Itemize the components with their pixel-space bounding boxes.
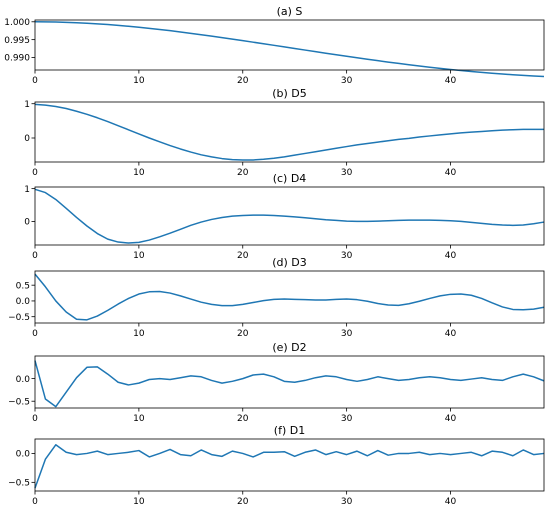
panel-5-xtick-label: 0 — [32, 414, 38, 424]
panel-3-xtick-label: 30 — [341, 251, 353, 261]
panel-1-xtick-label: 10 — [133, 76, 145, 86]
panel-2-title: (b) D5 — [272, 87, 307, 100]
panel-1-xtick-label: 0 — [32, 76, 38, 86]
panel-3-ytick-label: 0 — [24, 218, 30, 228]
panel-6-ytick-label: −0.5 — [8, 479, 30, 489]
panel-4-title: (d) D3 — [272, 256, 307, 269]
panel-6-xtick-label: 0 — [32, 497, 38, 507]
panel-1-xtick-label: 20 — [237, 76, 249, 86]
panel-2-ytick-label: 1 — [24, 100, 30, 110]
panel-2-series-line — [34, 103, 544, 161]
panel-2-xtick-label: 0 — [32, 168, 38, 178]
panel-3-xtick-label: 10 — [133, 251, 145, 261]
panel-1-ytick-label: 0.995 — [4, 36, 30, 46]
panel-6-xtick-label: 40 — [445, 497, 457, 507]
panel-6-xtick-label: 20 — [237, 497, 249, 507]
panel-5-ytick-label: 0.0 — [16, 375, 31, 385]
panel-4-xtick-label: 10 — [133, 329, 145, 339]
panel-1-ytick-label: 1.000 — [4, 18, 30, 28]
panel-3-xtick-label: 0 — [32, 251, 38, 261]
panel-1-title: (a) S — [277, 5, 303, 18]
panel-4-xtick-label: 20 — [237, 329, 249, 339]
panel-2-xtick-label: 40 — [445, 168, 457, 178]
panel-5-ytick-label: −0.5 — [8, 397, 30, 407]
panel-1-series-line — [34, 21, 545, 78]
panel-3-ytick-label: 1 — [24, 185, 30, 195]
panel-5-title: (e) D2 — [272, 341, 306, 354]
panel-1-xtick-label: 30 — [341, 76, 353, 86]
panel-5-series-line — [34, 360, 545, 408]
panel-1-xtick-label: 40 — [445, 76, 457, 86]
panel-5-xtick-label: 40 — [445, 414, 457, 424]
panel-4-series-line — [34, 273, 545, 321]
panel-4-ytick-label: 0.5 — [16, 281, 30, 291]
panel-4-ytick-label: 0.0 — [16, 297, 31, 307]
panel-3-xtick-label: 20 — [237, 251, 249, 261]
panel-6-axes-frame — [34, 438, 545, 492]
panel-3-series-line — [34, 188, 545, 244]
panel-1-ytick-label: 0.990 — [4, 54, 30, 64]
panel-6-ytick-label: 0.0 — [16, 450, 31, 460]
panel-6-xtick-label: 30 — [341, 497, 353, 507]
panel-4-xtick-label: 0 — [32, 329, 38, 339]
panel-4-ytick-label: −0.5 — [8, 313, 30, 323]
panel-6-series-line — [34, 444, 545, 489]
panel-2-xtick-label: 20 — [237, 168, 249, 178]
panel-5-axes-frame — [34, 355, 545, 409]
panel-2-xtick-label: 10 — [133, 168, 145, 178]
panel-4-xtick-label: 40 — [445, 329, 457, 339]
panel-6-xtick-label: 10 — [133, 497, 145, 507]
panel-2-ytick-label: 0 — [24, 134, 30, 144]
panel-5-xtick-label: 20 — [237, 414, 249, 424]
panel-3-axes-frame — [34, 186, 545, 246]
panel-4-xtick-label: 30 — [341, 329, 353, 339]
panel-2-xtick-label: 30 — [341, 168, 353, 178]
panel-2-axes-frame — [34, 101, 545, 163]
panel-6-title: (f) D1 — [274, 424, 305, 437]
panel-4-axes-frame — [34, 270, 545, 324]
panel-1-axes-frame — [34, 19, 545, 71]
panel-3-xtick-label: 40 — [445, 251, 457, 261]
panel-3-title: (c) D4 — [273, 172, 307, 185]
panel-5-xtick-label: 10 — [133, 414, 145, 424]
panel-5-xtick-label: 30 — [341, 414, 353, 424]
